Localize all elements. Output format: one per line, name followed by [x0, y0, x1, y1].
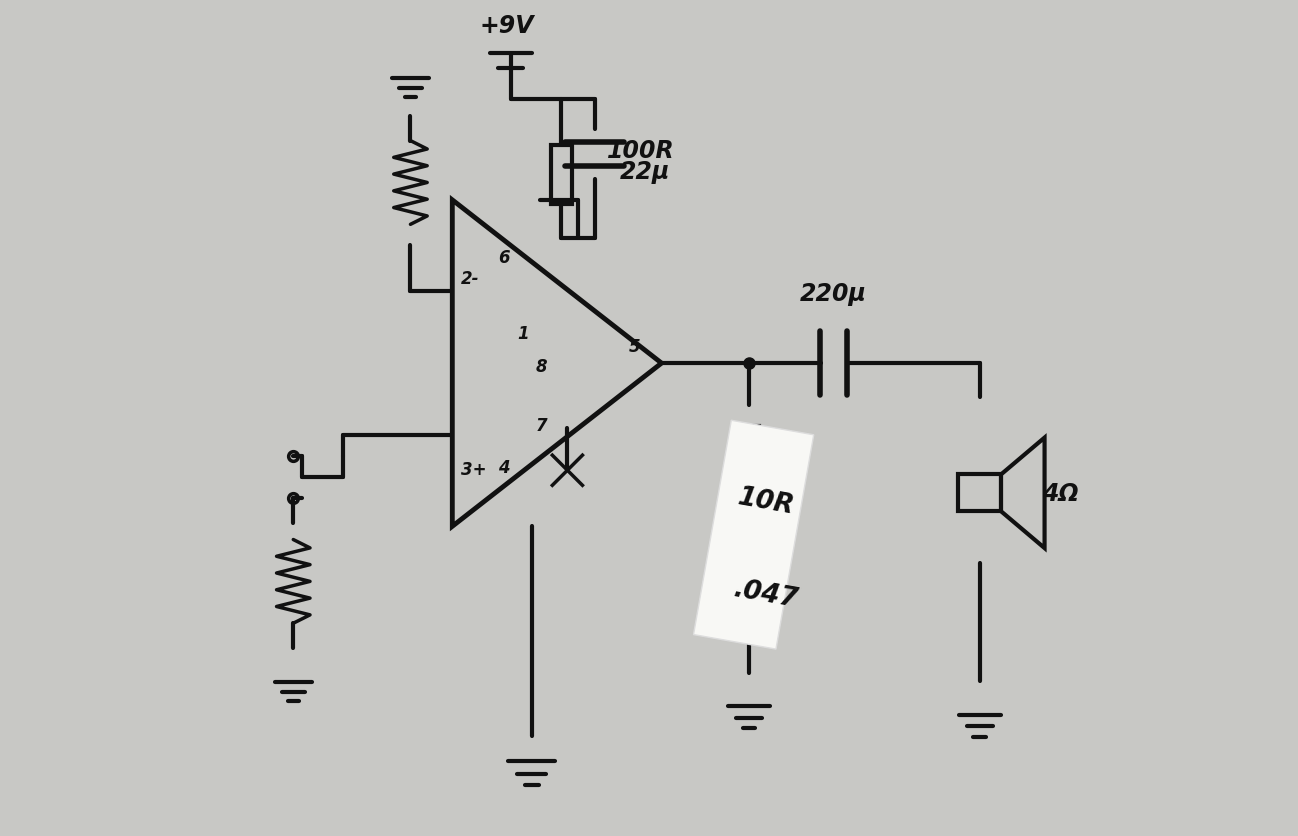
Text: 22μ: 22μ: [619, 160, 670, 183]
Bar: [693, 421, 814, 650]
Text: 4Ω: 4Ω: [1042, 482, 1079, 505]
Text: +9V: +9V: [479, 13, 533, 38]
Text: .047: .047: [732, 575, 801, 612]
Text: 100R: 100R: [607, 139, 675, 162]
Polygon shape: [1001, 438, 1045, 548]
Text: 8: 8: [536, 358, 548, 375]
Text: 1: 1: [518, 324, 530, 342]
Text: 4: 4: [498, 458, 510, 477]
Text: 10R: 10R: [736, 484, 797, 519]
Text: 2-: 2-: [461, 270, 479, 288]
Bar: [958, 475, 1001, 512]
Bar: [739, 426, 759, 493]
Text: 6: 6: [498, 249, 510, 267]
Bar: [550, 146, 571, 205]
Text: 220μ: 220μ: [800, 281, 867, 305]
Text: 5: 5: [630, 337, 641, 355]
Text: 3+: 3+: [461, 461, 487, 478]
Text: 7: 7: [536, 416, 548, 435]
Polygon shape: [452, 201, 662, 527]
